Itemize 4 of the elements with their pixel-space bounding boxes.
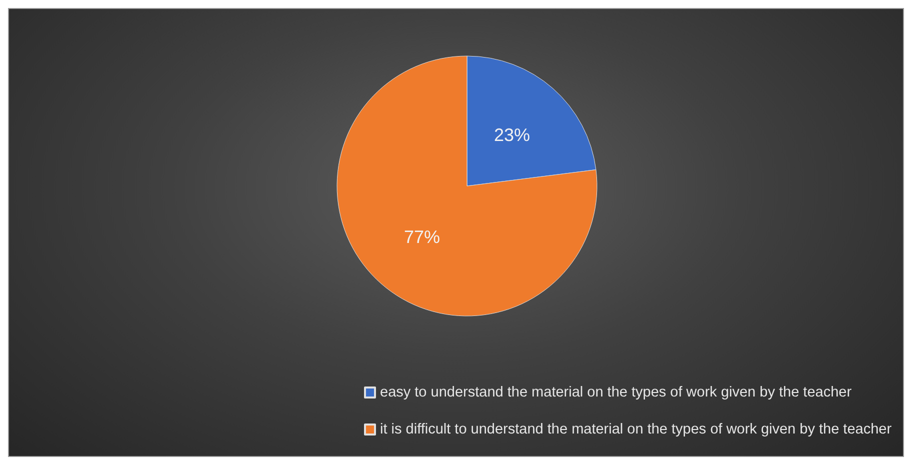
data-label: 77% (404, 227, 440, 248)
legend-label: it is difficult to understand the material on the types of work given by the teacher (380, 422, 892, 438)
legend-label: easy to understand the material on the types of work given by the teacher (380, 384, 852, 400)
data-label: 23% (494, 124, 530, 145)
